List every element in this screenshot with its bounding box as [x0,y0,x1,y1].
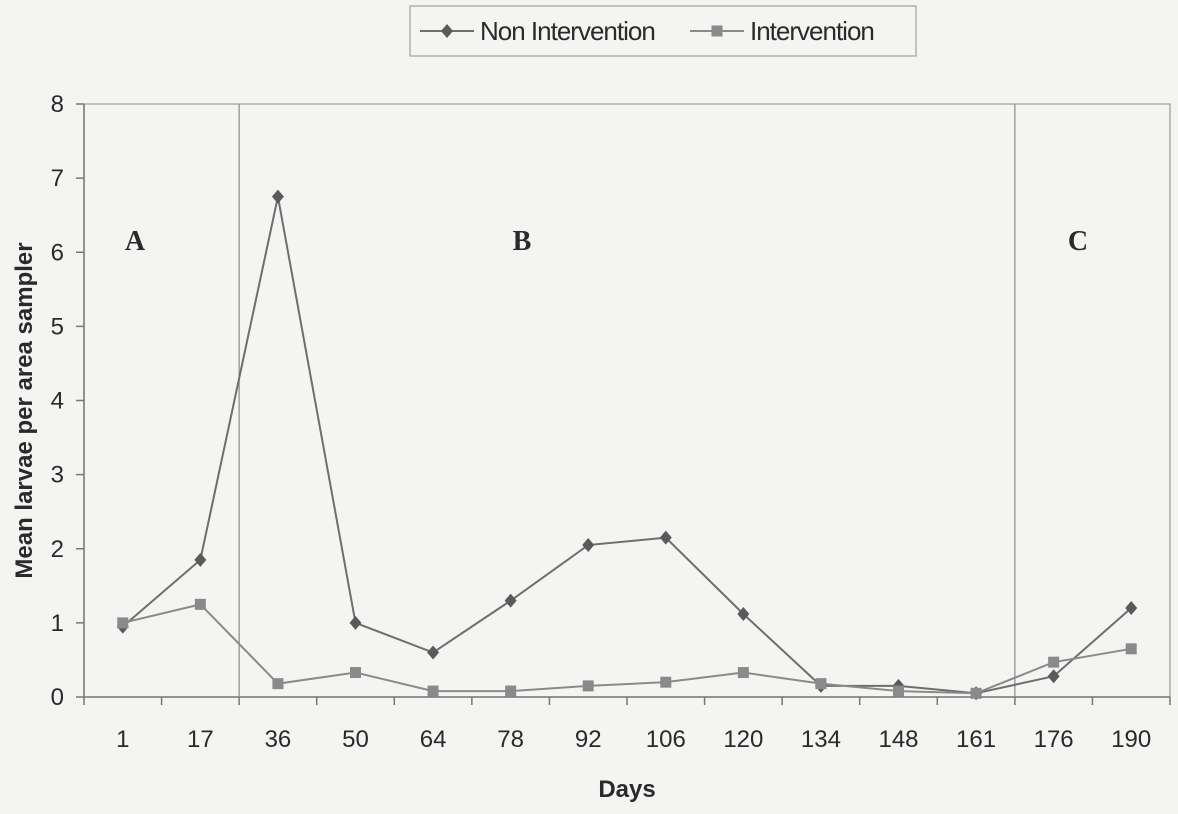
legend-label-non-intervention: Non Intervention [480,16,655,46]
x-tick-label: 148 [878,726,918,753]
x-tick-label: 134 [801,726,841,753]
x-tick-label: 36 [265,726,292,753]
legend-marker-non-intervention [441,24,453,38]
data-point-non-intervention [504,593,517,608]
data-point-intervention [194,598,206,610]
legend-box [409,5,917,57]
data-point-intervention [272,678,284,690]
plot-area [83,103,1171,698]
x-tick-label: 17 [187,726,214,753]
series-line-intervention [122,603,1132,695]
data-point-non-intervention [1047,669,1060,684]
x-axis-title: Days [598,776,655,803]
data-point-intervention [1125,643,1137,655]
x-tick-label: 92 [575,726,602,753]
y-tick-label: 8 [51,91,64,118]
data-point-non-intervention [582,538,595,553]
data-point-non-intervention [271,189,284,204]
x-tick-label: 161 [956,726,996,753]
region-label-c: C [1068,226,1088,257]
y-tick-label: 4 [51,388,64,415]
region-label-b: B [513,226,532,257]
region-label-a: A [125,226,146,257]
y-tick-label: 3 [51,462,64,489]
data-point-non-intervention [659,530,672,545]
x-tick-label: 176 [1034,726,1074,753]
data-point-non-intervention [349,615,362,630]
data-point-intervention [505,685,517,697]
series-line-non-intervention [122,196,1132,695]
x-tick-label: 190 [1111,726,1151,753]
y-tick-label: 6 [51,239,64,266]
x-tick-label: 106 [646,726,686,753]
data-point-intervention [582,680,594,692]
data-point-intervention [427,685,439,697]
y-tick-label: 0 [51,684,64,711]
x-tick-label: 120 [723,726,763,753]
data-point-intervention [350,667,361,679]
data-point-intervention [1048,656,1060,668]
x-tick-label: 1 [116,726,129,753]
y-axis-title: Mean larvae per area sampler [11,242,38,578]
y-tick-label: 1 [51,610,64,637]
y-tick-label: 2 [51,536,64,563]
data-point-non-intervention [194,552,207,567]
data-point-intervention [815,678,827,690]
x-tick-label: 50 [342,726,369,753]
data-point-intervention [117,617,129,629]
data-point-intervention [660,676,672,688]
data-point-non-intervention [427,645,440,660]
data-point-non-intervention [1125,601,1138,616]
x-tick-label: 64 [420,726,447,753]
data-point-intervention [970,687,982,699]
data-point-intervention [893,685,904,697]
data-point-intervention [737,667,749,679]
y-tick-label: 7 [51,165,64,192]
x-tick-label: 78 [497,726,524,753]
y-tick-label: 5 [51,313,64,340]
data-point-non-intervention [737,606,750,621]
legend-label-intervention: Intervention [750,16,874,46]
legend-marker-intervention [711,25,723,37]
